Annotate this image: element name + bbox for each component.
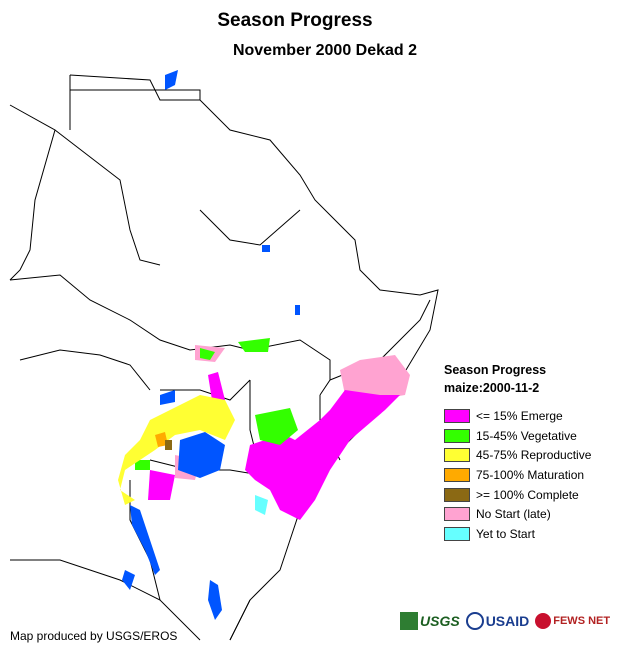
usgs-logo-text: USGS <box>420 613 460 629</box>
yet-to-start-area <box>255 495 268 515</box>
legend-item-yet-to-start: Yet to Start <box>444 524 591 544</box>
emerge-area <box>245 390 400 520</box>
legend-item-no-start: No Start (late) <box>444 504 591 524</box>
legend-swatch <box>444 507 470 522</box>
legend-label: >= 100% Complete <box>476 487 579 502</box>
legend-heading: Season Progress <box>444 363 547 377</box>
complete-area <box>165 440 172 450</box>
legend-label: 75-100% Maturation <box>476 467 585 482</box>
usgs-mark-icon <box>400 612 418 630</box>
legend-item-maturation: 75-100% Maturation <box>444 465 591 485</box>
legend-swatch <box>444 487 470 502</box>
usgs-logo: USGS <box>400 612 460 630</box>
reproductive-area <box>118 395 235 505</box>
legend-item-emerge: <= 15% Emerge <box>444 406 591 426</box>
map-subtitle: November 2000 Dekad 2 <box>232 42 418 59</box>
legend-label: No Start (late) <box>476 507 551 522</box>
legend-item-vegetative: 15-45% Vegetative <box>444 426 591 446</box>
lake-victoria <box>178 432 225 478</box>
legend-swatch <box>444 448 470 463</box>
country-borders <box>9 74 439 641</box>
legend-label: Yet to Start <box>476 526 535 541</box>
maturation-area <box>155 432 168 447</box>
legend-swatch <box>444 428 470 443</box>
legend-item-complete: >= 100% Complete <box>444 485 591 505</box>
usaid-seal-icon <box>465 612 484 630</box>
fews-net-logo: FEWS NET <box>535 613 610 629</box>
vegetative-area <box>255 408 298 445</box>
legend-swatch <box>444 408 470 423</box>
legend-swatch <box>444 467 470 482</box>
season-progress-areas <box>118 338 410 520</box>
legend-item-reproductive: 45-75% Reproductive <box>444 445 591 465</box>
map-title: Season Progress <box>217 10 373 31</box>
no-start-area <box>340 355 410 400</box>
map-credit: Map produced by USGS/EROS <box>10 629 178 643</box>
lake-malawi <box>208 580 222 620</box>
usaid-logo-text: USAID <box>485 613 530 629</box>
legend-label: 45-75% Reproductive <box>476 448 592 463</box>
legend-items: <= 15% Emerge 15-45% Vegetative 45-75% R… <box>444 406 591 544</box>
legend-label: 15-45% Vegetative <box>476 428 577 443</box>
legend-label: <= 15% Emerge <box>476 408 563 423</box>
fews-logo-text: FEWS NET <box>553 615 611 627</box>
water-bodies <box>122 70 300 620</box>
logo-strip: USGS USAID FEWS NET <box>400 612 610 630</box>
lake-tana <box>262 245 270 252</box>
usaid-logo: USAID <box>465 612 530 630</box>
legend-swatch <box>444 526 470 541</box>
legend-subheading: maize:2000-11-2 <box>444 381 540 395</box>
legend: Season Progress maize:2000-11-2 <= 15% E… <box>444 361 591 544</box>
lake-tanganyika <box>130 505 160 575</box>
fews-seal-icon <box>535 613 552 629</box>
